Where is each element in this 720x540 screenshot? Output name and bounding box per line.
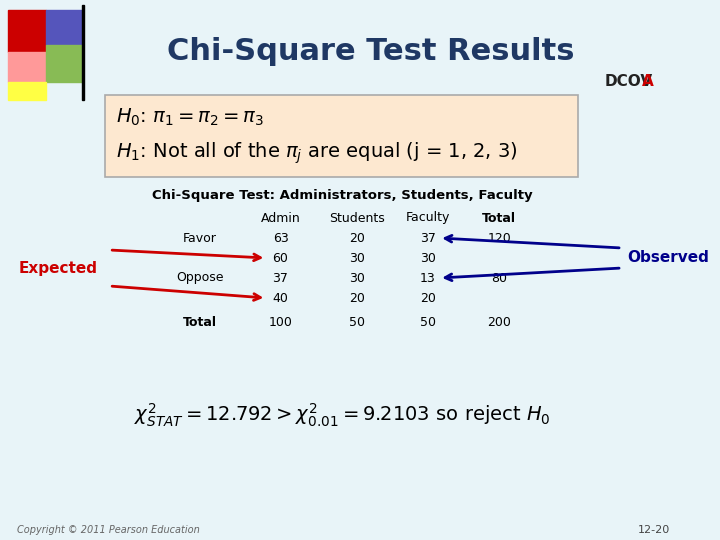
Text: Copyright © 2011 Pearson Education: Copyright © 2011 Pearson Education [17, 525, 200, 535]
Text: 20: 20 [348, 232, 364, 245]
Text: A: A [642, 75, 654, 90]
Text: 63: 63 [273, 232, 289, 245]
Text: Observed: Observed [628, 251, 709, 266]
Text: 12-20: 12-20 [638, 525, 670, 535]
Text: 60: 60 [273, 252, 289, 265]
Text: 100: 100 [269, 316, 292, 329]
Bar [82, 5, 84, 100]
Text: 20: 20 [348, 292, 364, 305]
Text: 200: 200 [487, 316, 511, 329]
Text: $\chi^2_{STAT} = 12.792 > \chi^2_{0.01} = 9.2103\ \mathrm{so\ reject}\ H_0$: $\chi^2_{STAT} = 12.792 > \chi^2_{0.01} … [134, 401, 551, 429]
Text: Favor: Favor [183, 232, 217, 245]
Text: Oppose: Oppose [176, 272, 223, 285]
Text: Admin: Admin [261, 212, 300, 225]
Text: 37: 37 [420, 232, 436, 245]
Text: Chi-Square Test Results: Chi-Square Test Results [167, 37, 575, 66]
Text: $H_1$: Not all of the $\pi_j$ are equal (j = 1, 2, 3): $H_1$: Not all of the $\pi_j$ are equal … [116, 140, 518, 166]
Text: 30: 30 [348, 252, 364, 265]
Text: Chi-Square Test: Administrators, Students, Faculty: Chi-Square Test: Administrators, Student… [152, 190, 533, 202]
Text: 120: 120 [487, 232, 511, 245]
Text: 50: 50 [420, 316, 436, 329]
Text: 37: 37 [273, 272, 289, 285]
Text: Total: Total [482, 212, 516, 225]
Text: 80: 80 [491, 272, 507, 285]
Text: $H_0$: $\pi_1 = \pi_2 = \pi_3$: $H_0$: $\pi_1 = \pi_2 = \pi_3$ [116, 106, 264, 127]
Bar [8, 52, 45, 82]
Bar [45, 45, 82, 82]
Text: 13: 13 [420, 272, 436, 285]
Bar [8, 10, 45, 52]
Bar [8, 82, 45, 100]
Text: Students: Students [329, 212, 384, 225]
Text: DCOV: DCOV [605, 75, 653, 90]
Text: Total: Total [183, 316, 217, 329]
Text: 40: 40 [273, 292, 289, 305]
Text: 20: 20 [420, 292, 436, 305]
Text: Faculty: Faculty [405, 212, 450, 225]
Bar [104, 95, 578, 177]
Text: 30: 30 [420, 252, 436, 265]
Text: 50: 50 [348, 316, 364, 329]
Text: 30: 30 [348, 272, 364, 285]
Bar [45, 10, 82, 45]
Text: Expected: Expected [19, 260, 98, 275]
